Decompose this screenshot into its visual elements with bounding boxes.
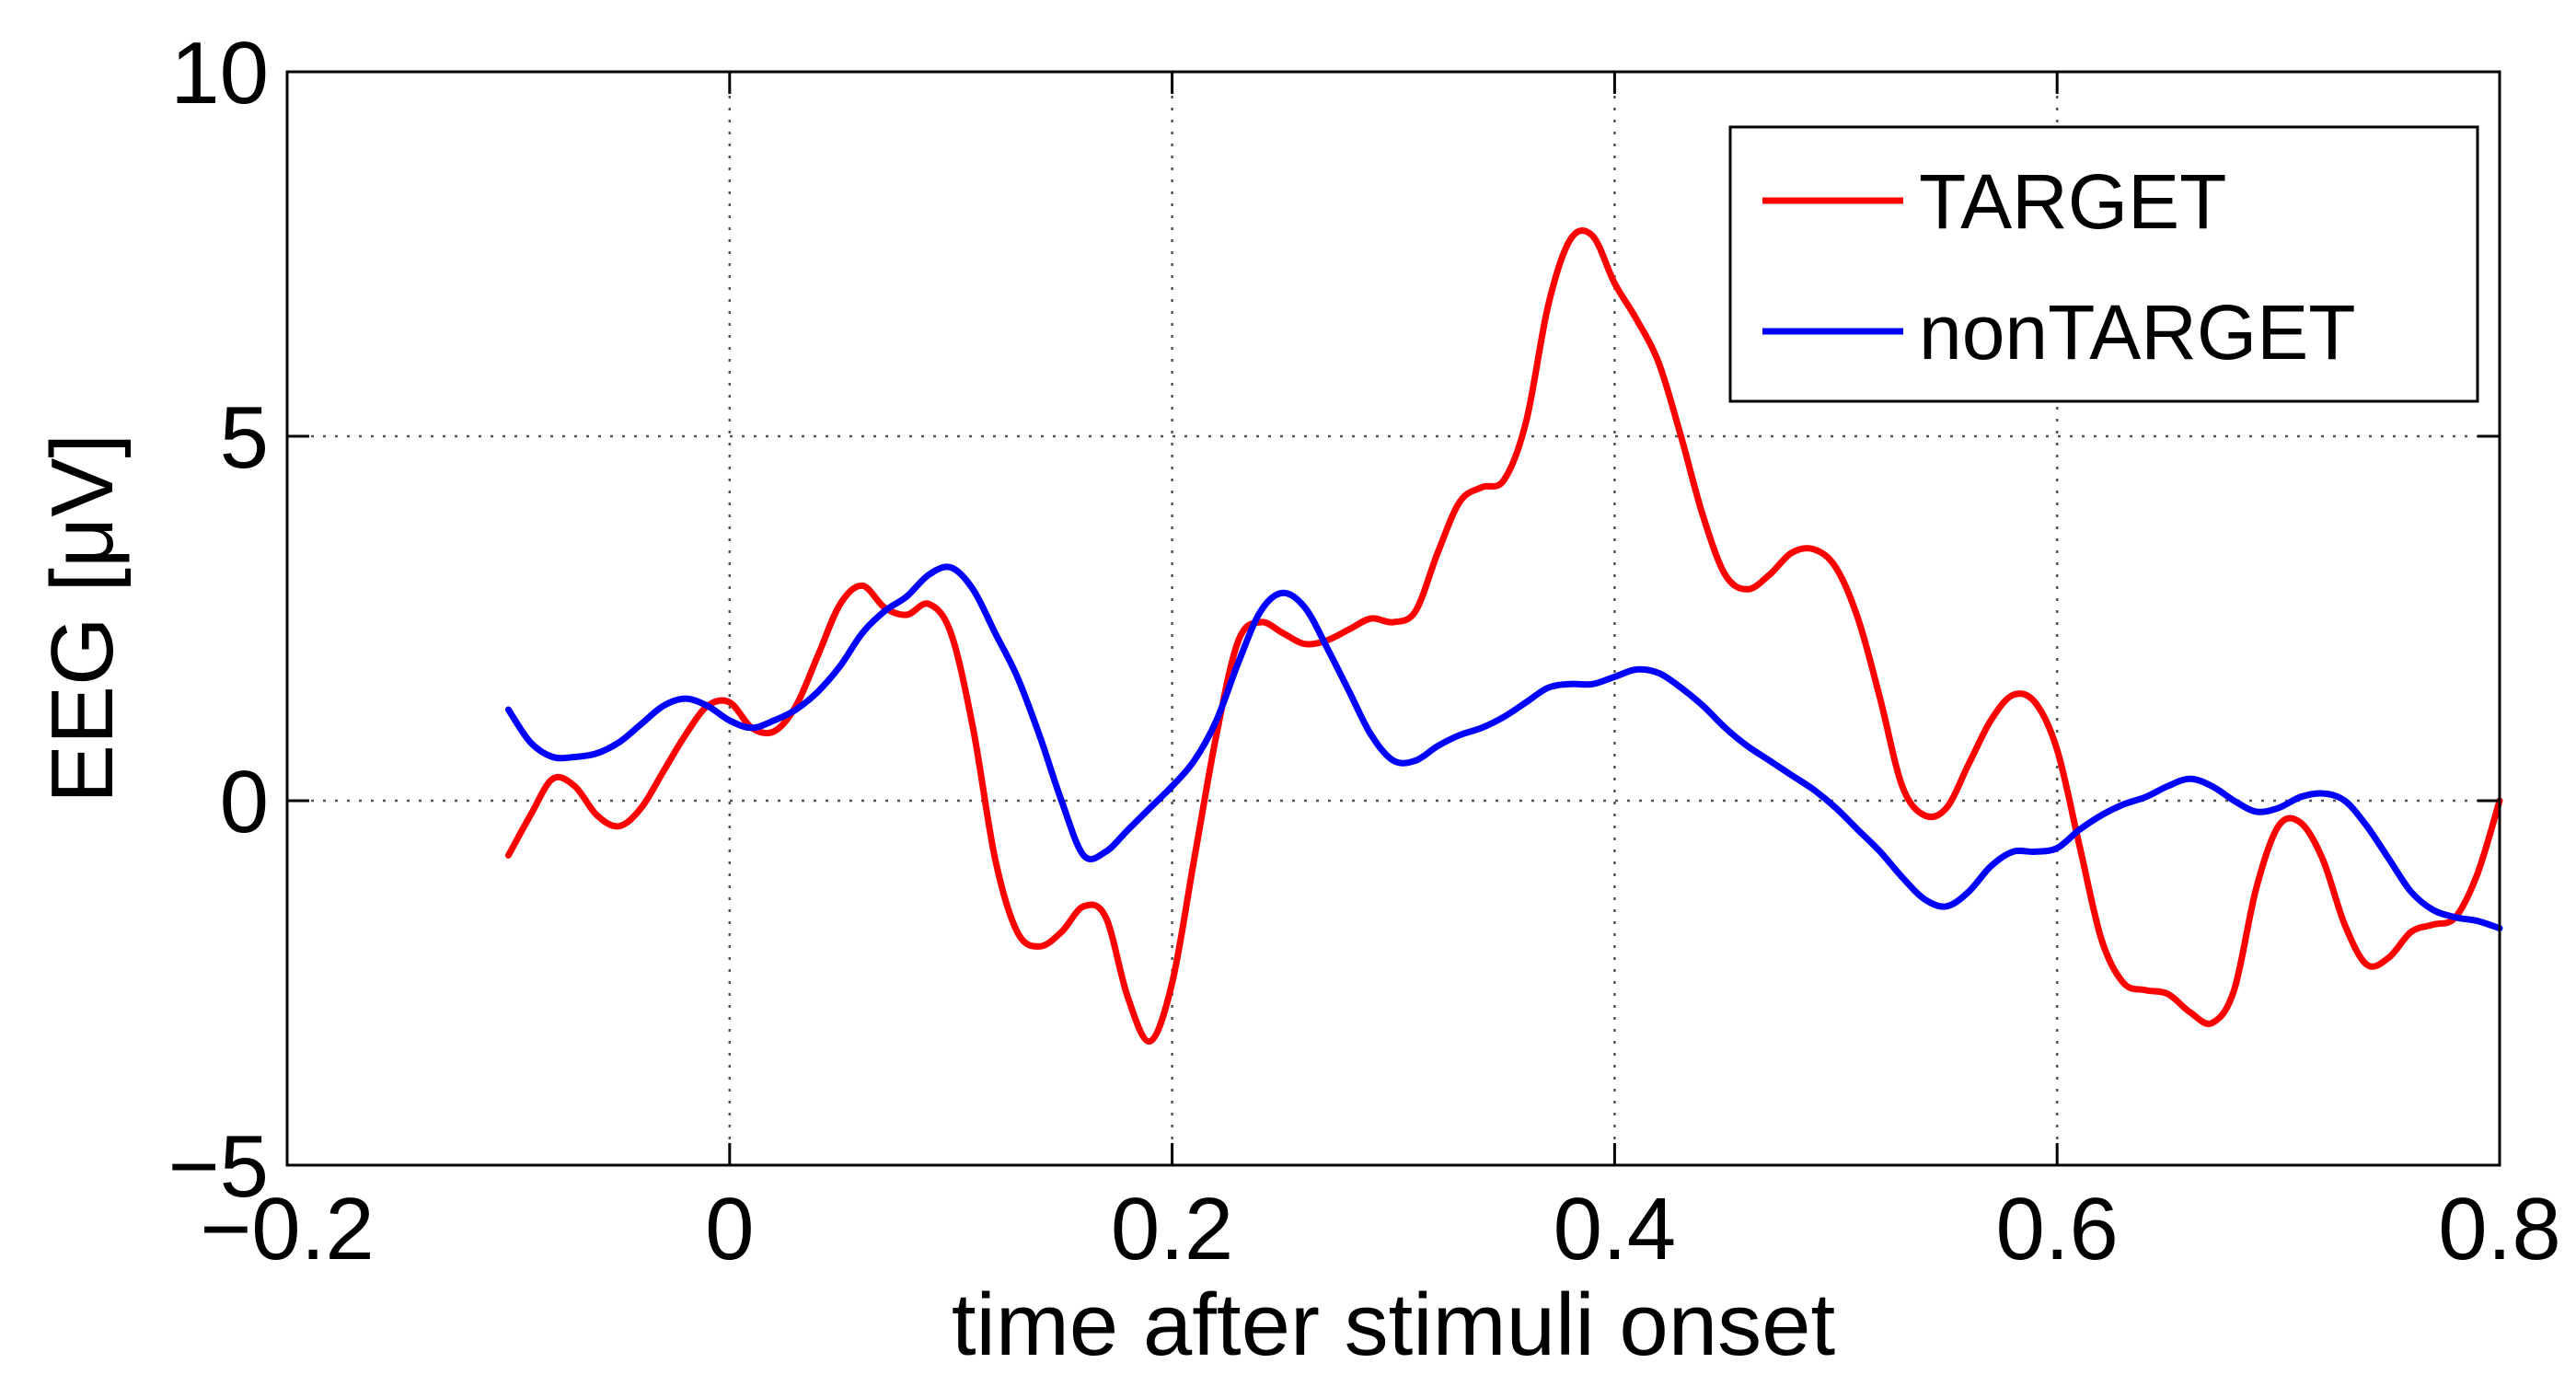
y-tick-label: 0 [220,753,269,851]
x-axis-title: time after stimuli onset [952,1276,1835,1374]
x-tick-label: 0 [705,1180,754,1278]
x-tick-label: 0.4 [1554,1180,1676,1278]
legend: TARGET nonTARGET [1728,125,2479,403]
x-tick-label: 0.6 [1995,1180,2118,1278]
legend-label: TARGET [1919,158,2226,245]
x-tick-label: 0.8 [2438,1180,2560,1278]
y-tick-label: −5 [168,1117,269,1216]
y-tick-label: 5 [220,388,269,487]
y-axis-title: EEG [μV] [33,433,132,803]
series-lines [504,227,2503,1045]
x-tick-label: 0.2 [1111,1180,1233,1278]
y-tick-label: 10 [170,24,269,122]
x-tick-label: −0.2 [200,1180,375,1278]
series-line-nontarget [504,563,2503,932]
legend-box [1728,125,2479,403]
series-line-target [504,227,2503,1045]
plot-frame [285,70,2501,1167]
axis-ticks: −0.2 0 0.2 0.4 0.6 0.8 −5 0 5 10 [168,24,2561,1278]
legend-label: nonTARGET [1919,289,2356,376]
